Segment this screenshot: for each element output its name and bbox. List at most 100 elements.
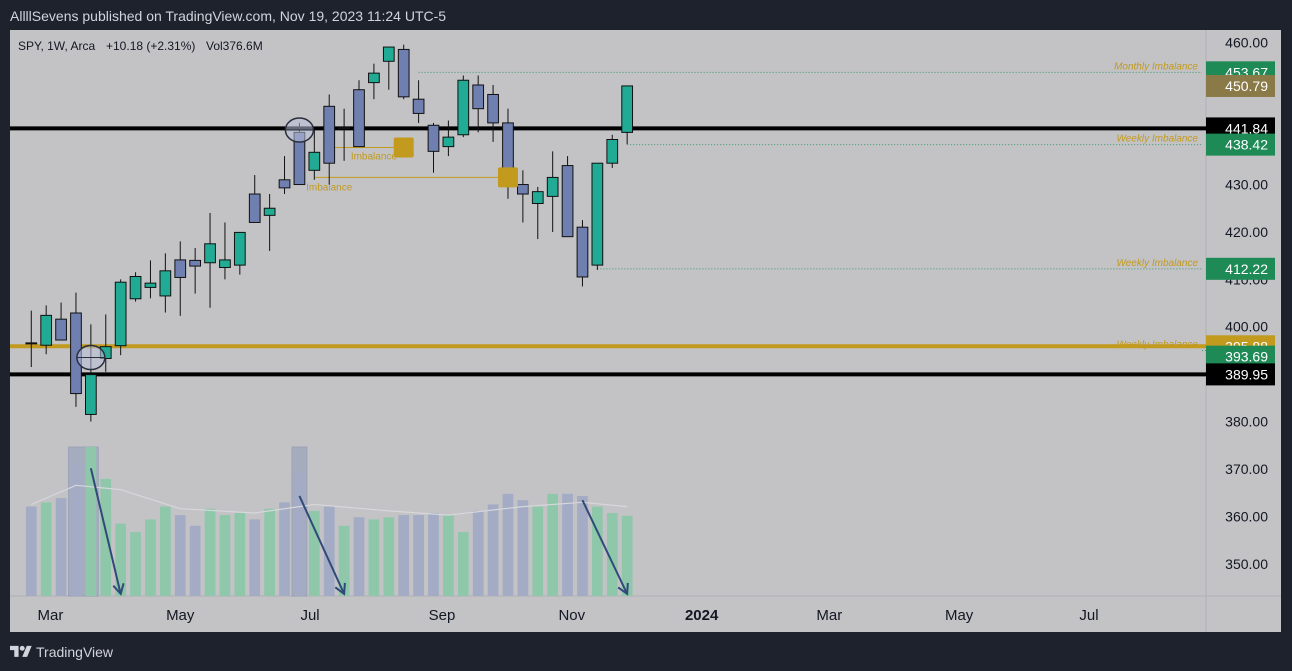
candle-body	[278, 179, 291, 189]
volume-bar	[472, 510, 484, 596]
volume-bar	[368, 519, 380, 596]
candle-body	[502, 122, 514, 176]
volume-bar	[40, 502, 52, 596]
price-label-text: 450.79	[1225, 78, 1268, 94]
volume-bar	[70, 464, 82, 596]
candle-body	[338, 127, 350, 130]
volume-bar	[562, 493, 573, 596]
x-tick-label: Jul	[1079, 607, 1098, 624]
candle-body	[606, 139, 619, 164]
volume-bar	[219, 515, 231, 596]
x-tick-label: Nov	[558, 607, 585, 624]
imbalance-level-label: Weekly Imbalance	[1116, 258, 1198, 269]
volume-arrow-head	[617, 582, 629, 596]
y-tick-label: 400.00	[1225, 319, 1268, 335]
plot-area	[10, 30, 1206, 596]
volume-bar	[517, 500, 529, 596]
candle-body	[323, 105, 336, 164]
price-label-box	[1206, 133, 1275, 156]
y-tick-label: 370.00	[1225, 461, 1268, 477]
price-label-text: 412.22	[1225, 261, 1268, 277]
volume-bar	[159, 506, 171, 596]
candle-body	[144, 282, 157, 288]
price-label-box	[1206, 363, 1275, 386]
volume-bar	[204, 508, 216, 596]
volume-bar	[145, 519, 156, 596]
candle-body	[561, 165, 574, 238]
time-axis-area	[10, 596, 1206, 632]
volume-bar	[249, 519, 261, 596]
volume-bar	[428, 512, 439, 596]
candle-body	[531, 191, 544, 204]
candle-body	[263, 207, 276, 216]
candle-body	[25, 342, 38, 345]
candle-body	[442, 136, 455, 148]
x-tick-label: Mar	[38, 607, 64, 624]
candle-body	[576, 226, 589, 278]
y-tick-label: 460.00	[1225, 34, 1268, 50]
volume-bar	[547, 493, 559, 596]
volume-bar	[577, 495, 588, 596]
candle-body	[546, 176, 559, 197]
volume-arrow-line	[89, 468, 122, 595]
volume-bar	[338, 525, 350, 596]
brand-name[interactable]: TradingView	[36, 644, 114, 660]
x-tick-label: May	[166, 607, 195, 624]
volume-bar	[398, 515, 410, 596]
candle-body	[159, 270, 172, 297]
volume-bar	[174, 515, 186, 596]
candle-body	[412, 98, 425, 114]
volume-bar	[55, 498, 67, 596]
candle-body	[204, 243, 216, 264]
candle-body	[427, 124, 440, 152]
price-label-text: 438.42	[1225, 137, 1268, 153]
volume-bar	[130, 532, 141, 596]
candle-body	[174, 259, 187, 278]
symbol-info: SPY, 1W, Arca	[18, 39, 95, 53]
candle-body	[621, 85, 634, 133]
candle-body	[55, 318, 67, 341]
candle-body	[487, 93, 499, 124]
imbalance-marker-box	[393, 137, 414, 158]
candle-body	[248, 193, 261, 223]
x-tick-label: Jul	[300, 607, 319, 624]
volume-bar	[502, 493, 514, 596]
price-label-box	[1206, 345, 1275, 368]
candle-body	[219, 259, 231, 268]
candle-body	[40, 314, 53, 346]
candle-body	[129, 275, 142, 300]
volume-bar	[532, 506, 544, 596]
volume-bar	[323, 506, 335, 596]
price-label-box	[1206, 74, 1275, 97]
y-tick-label: 420.00	[1225, 224, 1268, 240]
volume-arrow-line	[581, 499, 629, 595]
tradingview-logo-icon[interactable]	[10, 643, 32, 661]
imbalance-marker-box	[497, 167, 518, 188]
volume-bar	[457, 532, 469, 596]
y-tick-label: 360.00	[1225, 508, 1268, 524]
volume-ma-line	[31, 484, 628, 516]
x-tick-label: Mar	[816, 607, 842, 624]
volume-bar	[279, 502, 290, 596]
volume-bar	[294, 472, 305, 596]
x-tick-label: 2024	[685, 607, 719, 624]
volume-arrow-line	[298, 495, 346, 595]
candle-body	[591, 162, 604, 266]
candle-body	[382, 46, 395, 62]
volume-bar	[25, 506, 37, 596]
publish-header: AllllSevens published on TradingView.com…	[0, 0, 1292, 30]
candle-body	[472, 84, 485, 110]
volume-bar	[413, 515, 424, 596]
price-label-text: 441.84	[1225, 120, 1268, 136]
volume-bar	[621, 515, 633, 596]
volume-bar	[85, 447, 97, 596]
candle-body	[114, 281, 127, 347]
volume-bar	[189, 525, 201, 596]
x-tick-label: May	[945, 607, 974, 624]
candle-body	[233, 231, 246, 266]
x-tick-label: Sep	[429, 607, 456, 624]
volume-bar	[115, 523, 127, 596]
volume-bar	[100, 478, 112, 596]
price-label-text: 393.69	[1225, 349, 1268, 365]
